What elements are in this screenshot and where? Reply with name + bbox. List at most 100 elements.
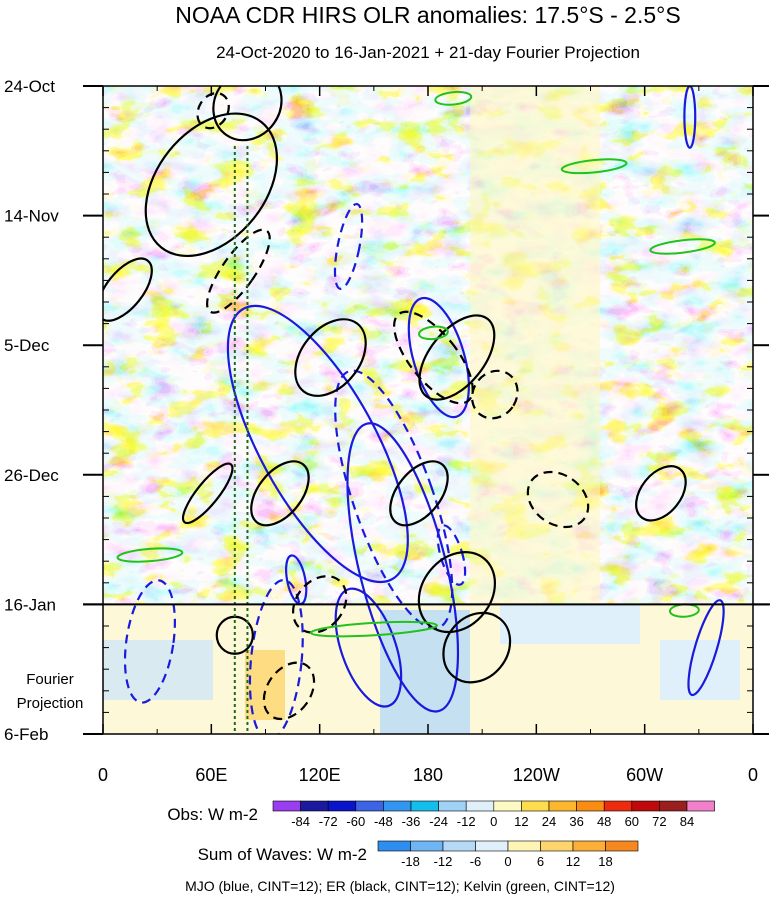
kelvin-contour [418, 325, 449, 341]
er-contour [471, 369, 519, 420]
obs_colorbar-swatch [631, 800, 660, 812]
er-contour [635, 465, 687, 522]
obs_colorbar-tick-label: 48 [597, 814, 611, 829]
y-axis: 24-Oct 14-Nov 5-Dec 26-Dec 16-Jan 6-Feb [4, 77, 769, 744]
obs_colorbar-tick-label: -12 [457, 814, 476, 829]
er-contour [442, 611, 512, 684]
obs_colorbar-tick-label: 84 [680, 814, 694, 829]
mjo-contour [123, 579, 176, 704]
mjo-contour [333, 202, 364, 290]
obs-colorbar-label: Obs: W m-2 [167, 805, 258, 824]
waves_colorbar-tick-label: -18 [401, 854, 420, 869]
obs_colorbar-tick-label: 24 [542, 814, 556, 829]
er-contour [103, 257, 153, 322]
projection-label-line1: Fourier [26, 671, 74, 688]
obs_colorbar-tick-label: 36 [569, 814, 583, 829]
reference-lines [233, 146, 249, 734]
y-tick-label: 26-Dec [4, 466, 59, 485]
obs_colorbar-tick-label: -60 [346, 814, 365, 829]
obs_colorbar-swatch [548, 800, 577, 812]
y-tick-label: 24-Oct [4, 77, 55, 96]
quiet-region-band [470, 86, 600, 604]
obs_colorbar-tick-label: -36 [402, 814, 421, 829]
obs_colorbar-swatch [410, 800, 439, 812]
x-tick-label: 60W [626, 765, 663, 785]
obs_colorbar-swatch [659, 800, 688, 812]
mjo-contour [407, 296, 470, 419]
projection-band-blue [660, 640, 740, 700]
obs_colorbar-tick-label: 60 [625, 814, 639, 829]
obs_colorbar-swatch [465, 800, 495, 812]
kelvin-contour [560, 158, 628, 175]
waves_colorbar-tick-label: -6 [470, 854, 482, 869]
obs_colorbar-swatch [300, 800, 329, 812]
mjo-contour [334, 587, 403, 708]
waves_colorbar-swatch [475, 840, 509, 852]
y-tick-label: 6-Feb [4, 725, 48, 744]
obs_colorbar-tick-label: -72 [319, 814, 338, 829]
waves_colorbar-swatch [540, 840, 574, 852]
waves_colorbar-swatch [572, 840, 606, 852]
x-tick-label: 0 [748, 765, 758, 785]
waves_colorbar-swatch [377, 840, 411, 852]
mjo-contour [248, 578, 304, 734]
waves_colorbar-tick-label: 0 [504, 854, 511, 869]
er-contour [181, 462, 234, 525]
mjo-contour [683, 86, 697, 149]
projection-label-line2: Projection [17, 695, 84, 712]
wave-contours [103, 86, 725, 734]
obs_colorbar-tick-label: 0 [490, 814, 497, 829]
x-axis: 0 60E 120E 180 120W 60W 0 [98, 86, 758, 785]
er-contour [206, 228, 271, 314]
chart-title: NOAA CDR HIRS OLR anomalies: 17.5°S - 2.… [175, 2, 680, 28]
waves-colorbar: Sum of Waves: W m-2 -18 -12 -6 0 6 12 18 [198, 840, 639, 869]
mjo-contour [334, 369, 454, 630]
y-tick-label: 14-Nov [4, 207, 59, 226]
er-contour [526, 470, 590, 529]
obs_colorbar-swatch [355, 800, 384, 812]
er-contour [291, 575, 348, 634]
x-tick-label: 60E [195, 765, 227, 785]
x-tick-label: 0 [98, 765, 108, 785]
waves_colorbar-swatch [605, 840, 639, 852]
waves_colorbar-tick-label: -12 [434, 854, 453, 869]
y-tick-label: 5-Dec [4, 336, 50, 355]
kelvin-contour [649, 238, 716, 255]
obs_colorbar-swatch [383, 800, 412, 812]
waves_colorbar-swatch [410, 840, 444, 852]
waves_colorbar-swatch [442, 840, 476, 852]
obs_colorbar-swatch [576, 800, 605, 812]
waves_colorbar-swatch [507, 840, 541, 852]
obs_colorbar-tick-label: 12 [514, 814, 528, 829]
er-contour [294, 318, 367, 397]
obs_colorbar-tick-label: -24 [429, 814, 448, 829]
obs_colorbar-tick-label: -84 [291, 814, 310, 829]
chart-subtitle: 24-Oct-2020 to 16-Jan-2021 + 21-day Four… [216, 43, 640, 62]
x-tick-label: 180 [413, 765, 443, 785]
x-tick-label: 120W [513, 765, 560, 785]
waves_colorbar-tick-label: 12 [566, 854, 580, 869]
y-tick-label: 16-Jan [4, 595, 56, 614]
obs_colorbar-swatch [493, 800, 522, 812]
er-contour [250, 460, 310, 527]
mjo-contour [687, 599, 725, 697]
er-contour [212, 86, 283, 142]
er-contour [393, 310, 474, 405]
plot-area [103, 86, 753, 734]
obs_colorbar-swatch [603, 800, 633, 812]
er-contour [262, 661, 316, 721]
x-tick-label: 120E [299, 765, 341, 785]
er-contour [389, 460, 449, 527]
obs_colorbar-swatch [327, 800, 357, 812]
waves_colorbar-tick-label: 6 [537, 854, 544, 869]
obs_colorbar-tick-label: -48 [374, 814, 393, 829]
obs_colorbar-swatch [521, 800, 550, 812]
observed-olr-field [103, 86, 753, 604]
kelvin-contour [309, 620, 438, 638]
obs_colorbar-swatch [686, 800, 715, 812]
obs_colorbar-swatch [272, 800, 301, 812]
mjo-contour [226, 304, 409, 584]
obs_colorbar-tick-label: 72 [652, 814, 666, 829]
obs_colorbar-swatch [438, 800, 467, 812]
